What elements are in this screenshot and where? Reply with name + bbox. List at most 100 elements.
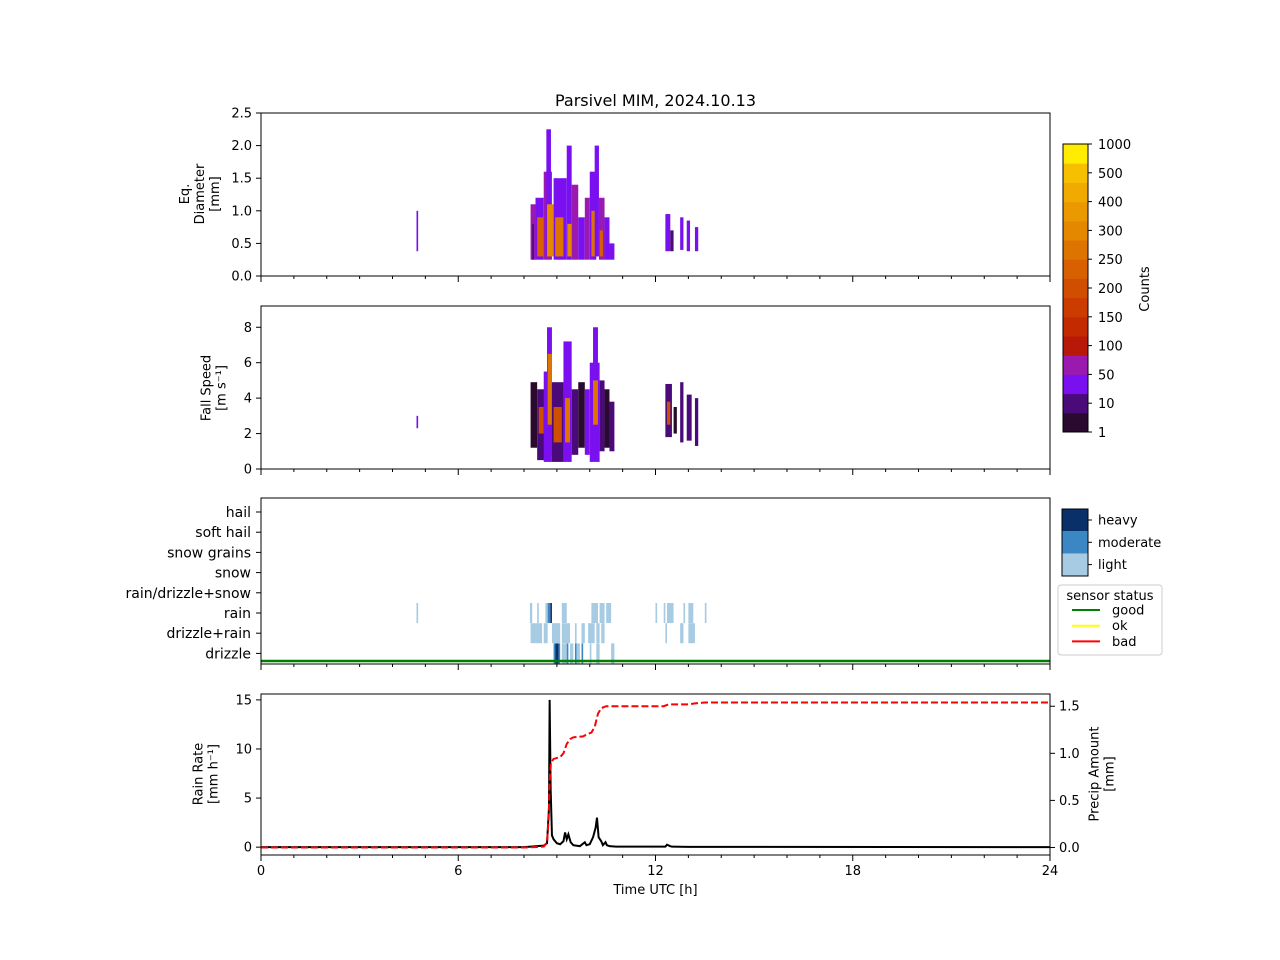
colorbar-tick-label: 10 (1098, 397, 1115, 412)
weather-cell (550, 603, 552, 623)
y-tick-label: 0.0 (231, 270, 252, 285)
heatmap-cell (547, 353, 552, 425)
y-tick-label: 0 (244, 463, 252, 478)
weather-cell (588, 623, 595, 644)
heatmap-cell (537, 217, 548, 257)
weather-cell (591, 603, 598, 623)
weather-cell (561, 623, 571, 644)
axis-label-line: Diameter (193, 163, 208, 224)
intensity-frame (1061, 508, 1089, 577)
weather-cell (566, 643, 569, 664)
colorbar-tick-label: 250 (1098, 253, 1123, 268)
colorbar-segment (1063, 355, 1088, 375)
weather-cell (574, 643, 577, 664)
y2-tick-label: 1.5 (1059, 700, 1080, 715)
weather-cell (551, 623, 561, 644)
weather-cell (655, 603, 658, 623)
fall-speed-panel: 0 2 4 6 8 Fall Speed[m s⁻¹] (200, 305, 1051, 478)
y-tick-label: 2.0 (231, 139, 252, 154)
weather-cell (665, 623, 668, 644)
y-tick-label: 8 (244, 321, 252, 336)
intensity-label: light (1098, 558, 1127, 573)
axis-label-line: [mm] (1103, 756, 1118, 791)
heatmap-cell (604, 217, 610, 260)
weather-cell (599, 603, 605, 623)
y-tick-label: 0.5 (231, 237, 252, 252)
x-tick-label: 0 (257, 864, 265, 879)
figure-title: Parsivel MIM, 2024.10.13 (555, 91, 756, 110)
weather-cell (570, 643, 574, 664)
colorbar-segment (1063, 393, 1088, 414)
y2-tick-label: 1.0 (1059, 747, 1080, 762)
y-tick-label: 2 (244, 427, 252, 442)
weather-cell (611, 643, 615, 664)
weather-type-panel: hail soft hail snow grains snow rain/drizzle… (126, 497, 1051, 670)
fall-speed-axis-label: Fall Speed[m s⁻¹] (200, 355, 230, 421)
heatmap-cell (594, 145, 599, 257)
colorbar-tick-label: 400 (1098, 196, 1123, 211)
heatmap-cell (604, 389, 610, 448)
y-tick-label: 15 (235, 693, 252, 708)
diameter-axis-label: Eq.Diameter[mm] (178, 163, 223, 224)
heatmap-cell (680, 382, 684, 443)
weather-category-label: rain (224, 606, 251, 622)
weather-cell (688, 603, 694, 623)
rain-rate-panel: 0 6 12 18 24 0 5 10 15 0.0 0.5 1.0 1.5 Rain Rate[mm h… (192, 693, 1118, 879)
counts-colorbar: 1 10 50 100 150 200 250 300 400 500 1000 (1062, 138, 1131, 441)
colorbar-segment (1063, 144, 1088, 164)
weather-cell (581, 623, 585, 644)
plot-frame (260, 497, 1051, 665)
heatmap-cell (547, 204, 554, 257)
heatmap-cell (566, 145, 572, 260)
weather-cell (537, 603, 539, 623)
colorbar-segment (1063, 259, 1088, 279)
heatmap-cell (680, 217, 684, 250)
status-label: bad (1112, 635, 1136, 650)
heatmap-cell (571, 184, 579, 260)
weather-cell (683, 603, 686, 623)
colorbar-tick-label: 50 (1098, 368, 1115, 383)
weather-cell (558, 643, 561, 664)
y2-tick-label: 0.5 (1059, 794, 1080, 809)
colorbar-segment (1063, 278, 1088, 299)
x-tick-label: 18 (844, 864, 861, 879)
heatmap-cell (599, 380, 605, 452)
colorbar-segment (1063, 220, 1088, 241)
heatmap-cell (593, 380, 598, 425)
axis-label-line: Eq. (178, 184, 193, 205)
weather-cell (663, 603, 666, 623)
weather-cell (545, 603, 548, 623)
weather-cell (543, 623, 548, 644)
weather-cell (576, 643, 580, 664)
weather-cell (529, 603, 533, 623)
heatmap-cell (567, 223, 572, 257)
heatmap-cell (609, 401, 615, 452)
heatmap-cell (546, 129, 551, 257)
heatmap-cell (571, 389, 579, 455)
y-tick-label: 5 (244, 792, 252, 807)
heatmap-cell (416, 210, 419, 252)
y2-tick-label: 0.0 (1059, 841, 1080, 856)
axis-label-line: [mm h⁻¹] (207, 744, 222, 804)
weather-category-label: snow (215, 566, 251, 582)
weather-category-label: snow grains (167, 545, 251, 561)
heatmap-cell (532, 223, 534, 260)
weather-cell (596, 643, 600, 664)
weather-cell (416, 603, 419, 623)
axis-label-line: [m s⁻¹] (215, 365, 230, 411)
heatmap-cell (665, 214, 671, 252)
colorbar-segment (1063, 297, 1088, 318)
intensity-swatch (1062, 531, 1088, 554)
colorbar-label: Counts (1138, 266, 1153, 312)
heatmap-cell (598, 197, 605, 260)
rain-rate-line (261, 699, 1051, 849)
heatmap-cell (694, 227, 699, 252)
y-tick-label: 4 (244, 392, 252, 407)
precip-amount-line (261, 701, 1050, 849)
heatmap-cell (578, 217, 585, 260)
weather-category-label: hail (226, 505, 251, 521)
y-tick-label: 2.5 (231, 107, 252, 122)
intensity-legend: heavy moderate light (1061, 508, 1161, 577)
